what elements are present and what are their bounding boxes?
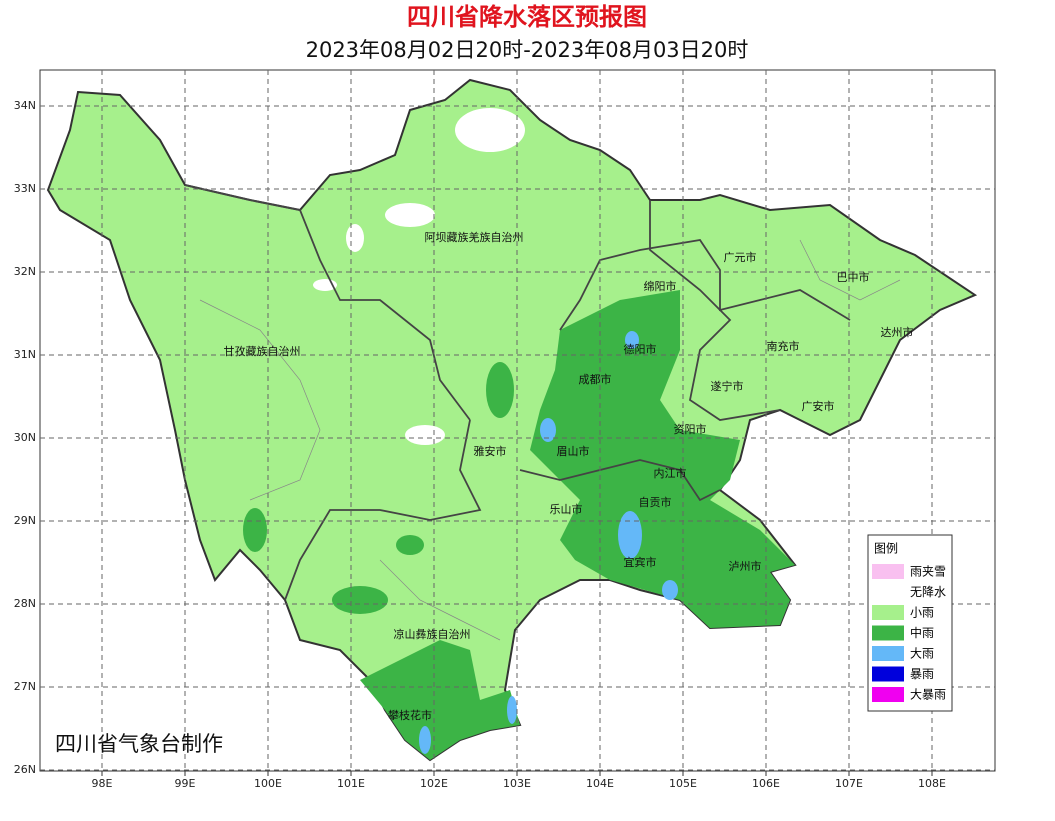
no-rain-area: [346, 224, 364, 252]
lon-label: 101E: [337, 777, 365, 790]
legend-label: 中雨: [910, 625, 934, 640]
region-label: 自贡市: [639, 495, 672, 509]
region-boundary: [559, 239, 851, 331]
heavy-rain-area: [507, 696, 517, 724]
region-label: 达州市: [881, 325, 914, 339]
lon-label: 98E: [92, 777, 113, 790]
region-label: 雅安市: [474, 444, 507, 458]
legend-label: 大雨: [910, 647, 934, 661]
legend-box: [867, 534, 953, 712]
lon-label: 102E: [420, 777, 448, 790]
region-label: 乐山市: [550, 502, 583, 516]
region-label: 遂宁市: [711, 379, 744, 393]
no-rain-area: [405, 425, 445, 445]
heavy-rain-area: [618, 511, 642, 559]
lon-label: 106E: [752, 777, 780, 790]
legend-swatch: [872, 564, 904, 579]
no-rain-area: [455, 108, 525, 152]
region-label: 巴中市: [837, 270, 870, 284]
moderate-rain-area: [530, 290, 795, 628]
heavy-rain-area: [625, 331, 639, 349]
region-label: 资阳市: [674, 422, 707, 436]
legend-title: 图例: [874, 542, 898, 556]
county-boundary: [379, 559, 501, 641]
legend-label: 小雨: [910, 606, 934, 620]
moderate-rain-area: [243, 508, 267, 552]
lat-label: 31N: [14, 348, 36, 361]
legend-swatch: [872, 687, 904, 702]
moderate-rain-area: [360, 640, 520, 760]
lat-label: 28N: [14, 597, 36, 610]
region-label: 成都市: [579, 372, 612, 386]
moderate-rain-area: [396, 535, 424, 555]
moderate-rain-area: [332, 586, 388, 614]
lon-label: 104E: [586, 777, 614, 790]
lon-label: 100E: [254, 777, 282, 790]
lat-label: 29N: [14, 514, 36, 527]
legend-swatch: [872, 605, 904, 620]
lat-label: 26N: [14, 763, 36, 776]
region-label: 泸州市: [729, 559, 762, 573]
region-label: 攀枝花市: [388, 708, 432, 722]
province: [46, 78, 978, 762]
lat-label: 27N: [14, 680, 36, 693]
region-label: 甘孜藏族自治州: [224, 344, 301, 358]
region-boundary: [184, 184, 471, 421]
region-boundary: [649, 200, 781, 421]
region-boundary: [284, 419, 482, 601]
lat-label: 30N: [14, 431, 36, 444]
county-boundary: [799, 239, 901, 301]
region-label: 凉山彝族自治州: [394, 627, 471, 641]
lon-label: 103E: [503, 777, 531, 790]
legend-label: 大暴雨: [910, 688, 946, 702]
lat-label: 34N: [14, 99, 36, 112]
region-boundary: [519, 459, 721, 502]
region-label: 德阳市: [624, 342, 657, 356]
region-label: 内江市: [654, 466, 687, 480]
region-label: 宜宾市: [624, 555, 657, 569]
no-rain-area: [385, 203, 435, 227]
heavy-rain-area: [662, 580, 678, 600]
graticule: 98E 99E 100E 101E 102E 103E 104E 105E 106E 107E 10…: [14, 70, 995, 790]
credit: 四川省气象台制作: [55, 732, 223, 756]
region-label: 眉山市: [557, 444, 590, 458]
lat-label: 33N: [14, 182, 36, 195]
lon-label: 107E: [835, 777, 863, 790]
region-label: 阿坝藏族羌族自治州: [425, 230, 524, 244]
region-label: 南充市: [767, 339, 800, 353]
lon-label: 108E: [918, 777, 946, 790]
legend-swatch: [872, 584, 904, 600]
region-label: 绵阳市: [644, 279, 677, 293]
lon-label: 105E: [669, 777, 697, 790]
legend-swatch: [872, 646, 904, 661]
heavy-rain-area: [540, 418, 556, 442]
legend-label: 无降水: [910, 585, 946, 599]
county-boundary: [199, 299, 321, 501]
region-label: 广安市: [802, 399, 835, 413]
subtitle: 2023年08月02日20时-2023年08月03日20时: [306, 38, 749, 62]
legend-swatch: [872, 666, 904, 682]
moderate-rain-area: [486, 362, 514, 418]
legend-swatch: [872, 625, 904, 641]
heavy-rain-area: [419, 726, 431, 754]
lon-label: 99E: [175, 777, 196, 790]
title: 四川省降水落区预报图: [407, 3, 647, 31]
lat-label: 32N: [14, 265, 36, 278]
legend-label: 暴雨: [910, 667, 934, 681]
region-label: 广元市: [724, 250, 757, 264]
legend-label: 雨夹雪: [910, 565, 946, 579]
